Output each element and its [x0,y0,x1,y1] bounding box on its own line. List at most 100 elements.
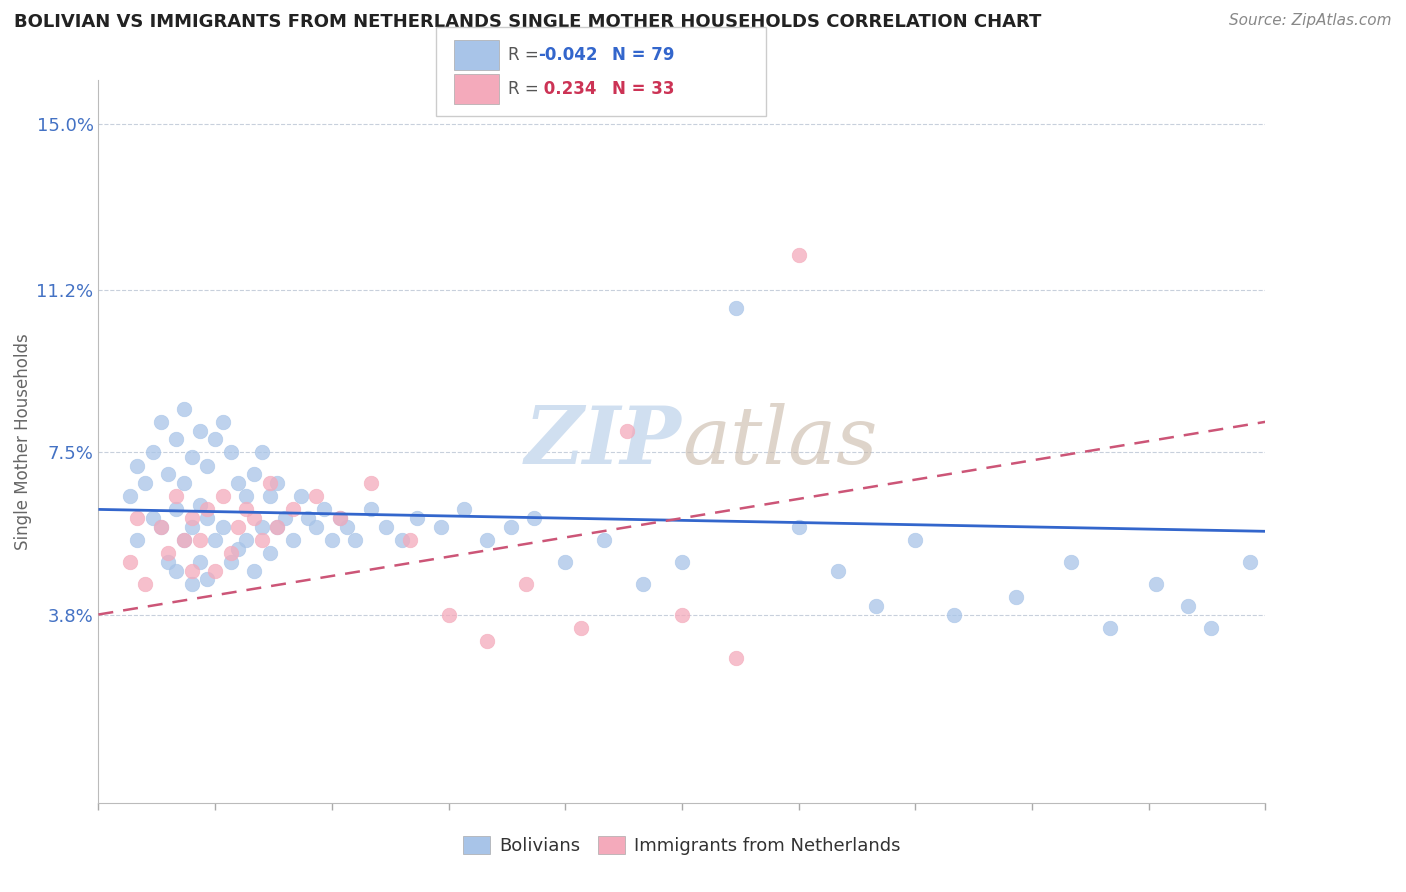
Point [281,502,304,516]
Point [725,651,748,665]
Point [235,489,257,503]
Point [827,564,849,578]
Point [1199,621,1222,635]
Point [312,502,335,516]
Point [180,450,202,464]
Point [188,533,211,547]
Point [593,533,616,547]
Point [453,502,475,516]
Point [515,577,537,591]
Point [243,564,266,578]
Point [429,520,451,534]
Point [865,599,887,613]
Point [259,489,281,503]
Point [180,520,202,534]
Point [437,607,460,622]
Point [134,476,156,491]
Point [188,555,211,569]
Point [391,533,413,547]
Point [943,607,966,622]
Point [616,424,638,438]
Point [274,511,297,525]
Point [375,520,398,534]
Point [157,555,180,569]
Point [725,301,748,315]
Point [235,502,257,516]
Point [266,476,288,491]
Point [398,533,420,547]
Text: N = 33: N = 33 [612,80,673,98]
Text: -0.042: -0.042 [538,46,598,64]
Point [219,555,242,569]
Point [127,533,149,547]
Point [228,476,250,491]
Point [149,415,172,429]
Point [329,511,352,525]
Point [259,476,281,491]
Point [195,458,218,473]
Point [281,533,304,547]
Point [188,424,211,438]
Point [523,511,546,525]
Point [1177,599,1199,613]
Point [212,489,235,503]
Point [195,502,218,516]
Point [118,555,141,569]
Point [671,555,693,569]
Point [344,533,367,547]
Point [554,555,576,569]
Point [1146,577,1168,591]
Point [329,511,352,525]
Point [204,533,226,547]
Point [165,489,187,503]
Point [477,633,499,648]
Point [228,541,250,556]
Point [235,533,257,547]
Point [180,577,202,591]
Point [204,433,226,447]
Point [250,520,273,534]
Text: 0.234: 0.234 [538,80,598,98]
Point [1060,555,1083,569]
Point [165,564,187,578]
Y-axis label: Single Mother Households: Single Mother Households [14,334,31,549]
Text: R =: R = [508,80,544,98]
Point [787,248,810,262]
Point [305,520,328,534]
Point [212,415,235,429]
Point [219,546,242,560]
Text: N = 79: N = 79 [612,46,673,64]
Text: ZIP: ZIP [524,403,682,480]
Point [1239,555,1261,569]
Point [499,520,522,534]
Point [228,520,250,534]
Point [477,533,499,547]
Point [250,445,273,459]
Point [266,520,288,534]
Point [157,546,180,560]
Point [336,520,359,534]
Point [127,458,149,473]
Text: R =: R = [508,46,544,64]
Text: Source: ZipAtlas.com: Source: ZipAtlas.com [1229,13,1392,29]
Point [173,533,195,547]
Point [904,533,927,547]
Point [195,511,218,525]
Point [173,401,195,416]
Point [142,511,165,525]
Point [360,476,382,491]
Point [195,573,218,587]
Point [173,476,195,491]
Legend: Bolivians, Immigrants from Netherlands: Bolivians, Immigrants from Netherlands [456,829,908,863]
Point [219,445,242,459]
Text: BOLIVIAN VS IMMIGRANTS FROM NETHERLANDS SINGLE MOTHER HOUSEHOLDS CORRELATION CHA: BOLIVIAN VS IMMIGRANTS FROM NETHERLANDS … [14,13,1042,31]
Point [157,467,180,482]
Point [321,533,343,547]
Point [165,502,187,516]
Point [1005,590,1028,604]
Point [297,511,319,525]
Point [212,520,235,534]
Point [134,577,156,591]
Point [406,511,429,525]
Point [671,607,693,622]
